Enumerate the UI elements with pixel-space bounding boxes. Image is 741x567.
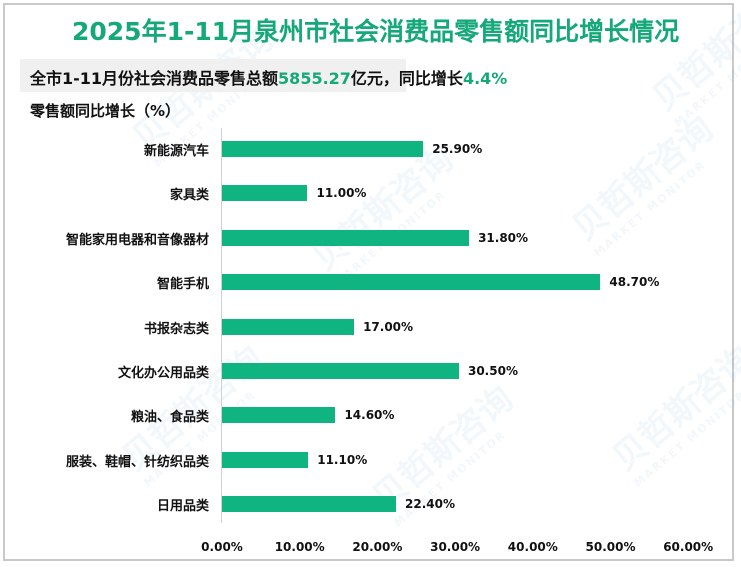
summary-prefix: 全市1-11月份社会消费品零售总额 bbox=[30, 69, 279, 88]
category-label: 智能家用电器和音像器材 bbox=[65, 232, 209, 248]
category-label: 文化办公用品类 bbox=[117, 366, 209, 381]
bar[interactable] bbox=[222, 407, 336, 424]
summary-growth: 4.4% bbox=[462, 69, 508, 88]
bar[interactable] bbox=[222, 363, 459, 379]
x-tick-label: 40.00% bbox=[507, 540, 558, 554]
category-label: 智能手机 bbox=[156, 277, 209, 293]
x-tick-label: 30.00% bbox=[430, 540, 481, 554]
category-label: 粮油、食品类 bbox=[130, 410, 209, 426]
summary-total: 5855.27 bbox=[278, 69, 351, 88]
category-label: 家具类 bbox=[169, 188, 209, 204]
data-label: 25.90% bbox=[432, 142, 483, 156]
data-label: 11.00% bbox=[316, 186, 367, 201]
x-tick-label: 60.00% bbox=[663, 540, 714, 554]
bar[interactable] bbox=[222, 451, 309, 468]
bar[interactable] bbox=[222, 274, 601, 291]
data-label: 48.70% bbox=[609, 275, 660, 290]
x-tick-label: 10.00% bbox=[274, 540, 325, 554]
category-label: 日用品类 bbox=[156, 499, 209, 515]
bar[interactable] bbox=[222, 229, 470, 246]
bar[interactable] bbox=[222, 185, 308, 202]
x-tick-label: 50.00% bbox=[585, 540, 636, 554]
summary-text: 全市1-11月份社会消费品零售总额5855.27亿元，同比增长4.4% bbox=[30, 65, 507, 89]
data-label: 14.60% bbox=[344, 408, 395, 423]
bar[interactable] bbox=[222, 318, 355, 335]
summary-middle: 亿元，同比增长 bbox=[350, 69, 463, 88]
y-axis-title: 零售额同比增长（%） bbox=[30, 102, 181, 120]
x-tick-label: 0.00% bbox=[201, 540, 243, 554]
category-label: 新能源汽车 bbox=[143, 144, 209, 159]
data-label: 22.40% bbox=[405, 497, 456, 512]
chart-title: 2025年1-11月泉州市社会消费品零售额同比增长情况 bbox=[72, 17, 680, 46]
x-tick-label: 20.00% bbox=[352, 540, 403, 554]
data-label: 17.00% bbox=[363, 319, 414, 334]
data-label: 31.80% bbox=[478, 230, 529, 245]
data-label: 11.10% bbox=[317, 452, 368, 467]
bar[interactable] bbox=[222, 496, 397, 513]
data-label: 30.50% bbox=[467, 364, 518, 378]
bar[interactable] bbox=[222, 141, 424, 157]
category-label: 书报杂志类 bbox=[143, 321, 209, 337]
category-axis-line bbox=[221, 128, 222, 523]
summary-box: 全市1-11月份社会消费品零售总额5855.27亿元，同比增长4.4% bbox=[20, 59, 507, 92]
category-label: 服装、鞋帽、针纺织品类 bbox=[65, 454, 209, 470]
